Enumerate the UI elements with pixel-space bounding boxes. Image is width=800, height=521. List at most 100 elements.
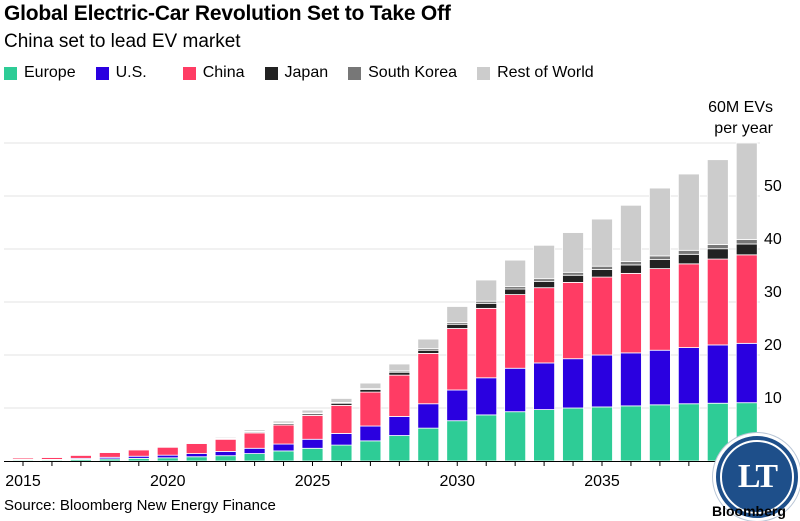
bar-2015-rest-of-world — [12, 456, 34, 459]
bloomberg-logo: Bloomberg — [712, 503, 786, 519]
bar-2037-south-korea — [649, 255, 671, 260]
bar-2033-u-s — [533, 362, 555, 410]
bar-2034-japan — [562, 274, 584, 283]
bar-2036-china — [620, 272, 642, 354]
bar-2021-china — [185, 443, 208, 454]
bar-2028-europe — [388, 435, 411, 462]
bar-2025-rest-of-world — [301, 409, 324, 414]
legend-swatch-europe — [4, 66, 17, 80]
bar-2020-china — [156, 446, 179, 456]
bar-2040-rest-of-world — [735, 142, 758, 240]
annotation-line-2: per year — [714, 120, 773, 137]
bar-2022-rest-of-world — [214, 436, 237, 439]
bar-2035-rest-of-world — [591, 218, 613, 267]
bar-2039-china — [706, 258, 729, 346]
bar-2035-china — [591, 276, 613, 356]
bar-2022-u-s — [214, 451, 237, 457]
x-tick-label-2035: 2035 — [584, 473, 620, 490]
bar-2038-china — [677, 263, 700, 348]
bar-2018-rest-of-world — [98, 450, 121, 453]
bar-2030-u-s — [446, 389, 469, 422]
legend-label-us: U.S. — [115, 64, 147, 81]
bar-2029-europe — [417, 427, 440, 462]
legend: Europe U.S. China Japan South Korea Rest… — [4, 64, 614, 82]
legend-item-japan: Japan — [264, 64, 328, 82]
bar-2023-rest-of-world — [243, 429, 266, 432]
bar-2028-japan — [388, 371, 411, 376]
bar-2035-europe — [591, 406, 613, 462]
bar-2040-japan — [735, 243, 758, 256]
bar-2029-rest-of-world — [417, 338, 440, 350]
bar-stacks — [12, 142, 758, 462]
bar-2026-u-s — [330, 433, 353, 446]
bar-2022-china — [214, 438, 237, 452]
bar-2035-japan — [591, 269, 613, 278]
bar-2031-china — [475, 307, 498, 379]
bar-2021-u-s — [185, 453, 208, 458]
gridlines — [4, 142, 760, 409]
bar-2027-europe — [359, 440, 382, 462]
y-axis-labels: 10 20 30 40 50 — [764, 178, 782, 407]
bar-2034-u-s — [562, 358, 584, 409]
bar-2027-rest-of-world — [359, 382, 382, 389]
bar-2034-rest-of-world — [562, 232, 584, 273]
bar-2020-rest-of-world — [156, 445, 179, 447]
bar-2033-rest-of-world — [533, 244, 555, 280]
bar-2033-europe — [533, 409, 555, 462]
bar-2031-u-s — [475, 377, 498, 416]
x-tick-label-2025: 2025 — [295, 473, 331, 490]
bar-2035-u-s — [591, 354, 613, 408]
bar-2028-u-s — [388, 416, 411, 436]
y-tick-label-40: 40 — [764, 231, 782, 248]
chart-annotation: 60M EVs per year — [708, 97, 773, 139]
bar-2033-china — [533, 287, 555, 364]
bar-2034-europe — [562, 407, 584, 462]
lt-logo-text: LT — [720, 440, 794, 514]
bar-2040-south-korea — [735, 239, 758, 245]
bar-2038-europe — [677, 403, 700, 462]
bar-2024-u-s — [272, 443, 295, 452]
bar-2032-u-s — [504, 367, 527, 413]
y-tick-label-20: 20 — [764, 337, 782, 354]
x-tick-label-2030: 2030 — [439, 473, 475, 490]
bar-2030-europe — [446, 420, 469, 462]
x-tick-label-2015: 2015 — [5, 473, 41, 490]
bar-2024-europe — [272, 450, 295, 462]
annotation-line-1: 60M EVs — [708, 99, 773, 116]
bar-2036-japan — [620, 264, 642, 274]
chart-subtitle: China set to lead EV market — [4, 31, 241, 52]
bar-2033-japan — [533, 280, 555, 289]
legend-label-china: China — [202, 64, 245, 81]
x-axis: 2015 2020 2025 2030 2035 — [4, 461, 760, 490]
bar-2027-china — [359, 391, 382, 427]
bar-2031-rest-of-world — [475, 279, 498, 302]
legend-label-rest-of-world: Rest of World — [497, 64, 594, 81]
bar-2027-u-s — [359, 425, 382, 442]
source-note: Source: Bloomberg New Energy Finance — [4, 497, 276, 514]
bar-2036-u-s — [620, 352, 642, 407]
bar-2026-rest-of-world — [330, 398, 353, 403]
bar-2024-china — [272, 424, 295, 445]
bar-2036-rest-of-world — [620, 204, 642, 262]
bar-2038-u-s — [677, 347, 700, 405]
legend-item-europe: Europe — [4, 64, 76, 82]
bar-2037-china — [649, 268, 671, 351]
bar-2025-u-s — [301, 438, 324, 449]
y-tick-label-10: 10 — [764, 390, 782, 407]
bar-2030-rest-of-world — [446, 306, 469, 323]
bar-2031-japan — [475, 302, 498, 309]
bar-2037-u-s — [649, 349, 671, 406]
bar-2040-u-s — [735, 342, 758, 404]
bar-2036-europe — [620, 405, 642, 462]
bar-2034-south-korea — [562, 271, 584, 276]
bar-2030-japan — [446, 323, 469, 329]
bar-2037-europe — [649, 404, 671, 462]
bar-2021-europe — [185, 456, 208, 462]
legend-swatch-us — [95, 66, 109, 80]
legend-swatch-rest-of-world — [477, 66, 491, 80]
bar-2023-china — [243, 432, 266, 449]
bar-2039-u-s — [706, 344, 729, 404]
bar-2039-japan — [706, 248, 729, 260]
bar-2026-europe — [330, 444, 353, 462]
legend-swatch-japan — [264, 66, 278, 80]
